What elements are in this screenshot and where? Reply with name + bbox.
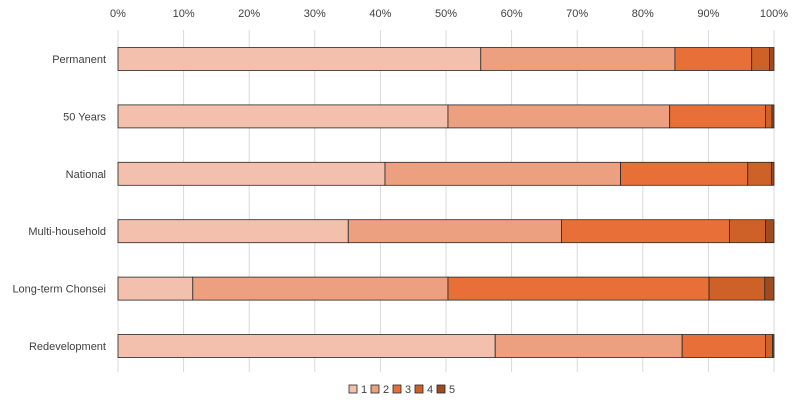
x-tick-label: 70% (566, 8, 588, 20)
grid-lines (117, 30, 775, 372)
x-tick-label: 40% (369, 8, 391, 20)
bar-segment (480, 47, 676, 71)
bar-segment (117, 161, 386, 186)
category-label: Long-term Chonsei (12, 284, 106, 296)
x-tick-label: 60% (501, 8, 523, 20)
legend-label: 3 (405, 384, 411, 396)
legend-swatch (414, 384, 424, 394)
legend-swatch (348, 384, 358, 394)
legend-label: 1 (361, 384, 367, 396)
x-tick-label: 80% (632, 8, 654, 20)
x-tick-label: 90% (697, 8, 719, 20)
category-label: Permanent (52, 54, 106, 66)
bar-segment (764, 276, 775, 301)
x-tick-label: 50% (435, 8, 457, 20)
category-labels: Permanent 50 Years National Multi-household… (12, 54, 106, 353)
bar-segment (117, 47, 482, 71)
legend: 1 2 3 4 5 (348, 384, 455, 396)
bar-segment (751, 47, 770, 71)
bars (117, 47, 775, 358)
bar-segment (117, 276, 194, 301)
bar-segment (620, 161, 749, 186)
bar-segment (192, 276, 449, 301)
bar-segment (681, 334, 766, 358)
bar-segment (771, 104, 775, 129)
bar-segment (494, 334, 683, 358)
legend-swatch (370, 384, 380, 394)
bar-segment (728, 219, 766, 244)
bar-segment (447, 104, 671, 129)
bar-segment (674, 47, 753, 71)
legend-label: 2 (383, 384, 389, 396)
bar-segment (669, 104, 766, 129)
legend-label: 5 (449, 384, 455, 396)
category-label: Multi-household (28, 226, 106, 238)
bar-segment (347, 219, 562, 244)
bar-segment (747, 161, 772, 186)
bar-segment (765, 334, 774, 358)
bar-segment (384, 161, 621, 186)
bar-segment (117, 334, 496, 358)
category-label: National (66, 169, 106, 181)
category-label: 50 Years (63, 111, 106, 123)
bar-segment (765, 219, 775, 244)
bar-segment (561, 219, 730, 244)
category-label: Redevelopment (29, 341, 106, 353)
x-axis-ticks: 0% 10% 20% 30% 40% 50% 60% 70% 80% 90% 100% (110, 8, 788, 20)
x-tick-label: 100% (760, 8, 788, 20)
bar-segment (765, 104, 773, 129)
x-tick-label: 20% (238, 8, 260, 20)
bar-segment (117, 104, 449, 129)
bar-segment (770, 161, 775, 186)
bar-segment (769, 47, 775, 71)
bar-segment (772, 334, 775, 358)
legend-label: 4 (427, 384, 433, 396)
x-tick-label: 10% (173, 8, 195, 20)
x-tick-label: 0% (110, 8, 126, 20)
legend-swatch (392, 384, 402, 394)
x-tick-label: 30% (304, 8, 326, 20)
bar-segment (708, 276, 766, 301)
legend-swatch (436, 384, 446, 394)
bar-segment (117, 219, 349, 244)
bar-segment (447, 276, 710, 301)
